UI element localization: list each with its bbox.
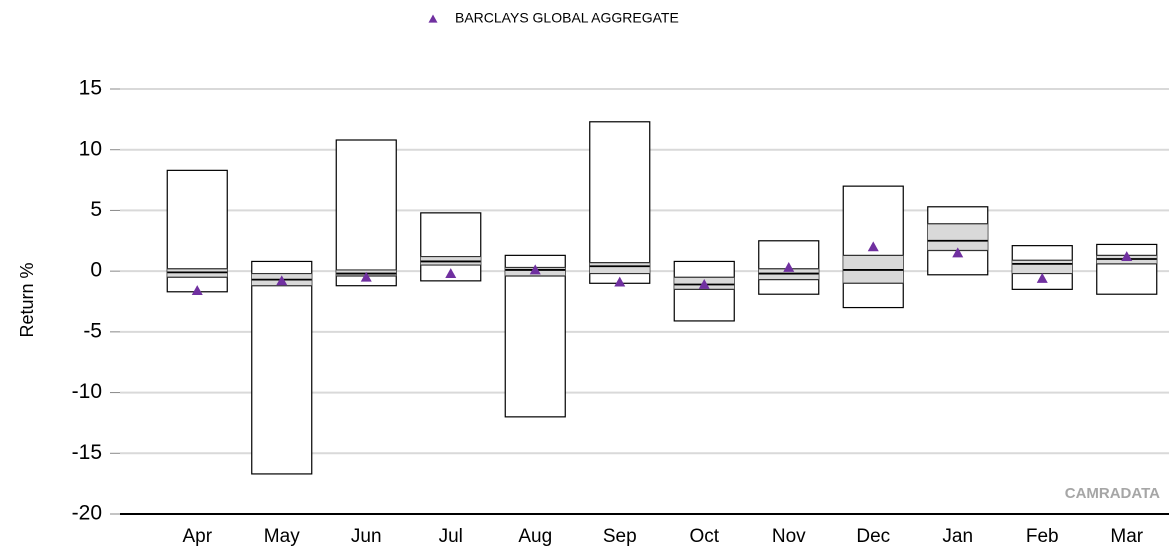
y-tick-label: -5: [83, 319, 102, 342]
box-iqr: [927, 223, 988, 251]
y-tick-label: 10: [79, 137, 102, 160]
benchmark-marker: [1036, 272, 1048, 283]
benchmark-marker: [698, 279, 710, 289]
x-tick-label: Feb: [1026, 526, 1059, 547]
x-tick-label: Dec: [856, 526, 890, 547]
y-tick-label: -10: [72, 380, 102, 403]
x-tick-label: Jul: [439, 526, 463, 547]
x-tick-label: Aug: [518, 526, 552, 547]
y-tick-label: 0: [90, 259, 102, 282]
benchmark-marker: [445, 268, 457, 278]
benchmark-marker: [783, 262, 795, 272]
benchmark-marker: [191, 285, 203, 295]
x-tick-label: May: [264, 526, 300, 547]
benchmark-marker: [529, 264, 541, 275]
x-tick-label: Jun: [351, 526, 382, 547]
y-axis-label: Return %: [17, 262, 37, 337]
benchmark-marker: [360, 271, 372, 282]
x-tick-label: Nov: [772, 526, 806, 547]
x-tick-label: Oct: [689, 526, 719, 547]
box-range: [504, 254, 566, 418]
box-range: [335, 139, 397, 287]
benchmark-marker: [276, 275, 288, 286]
box-iqr: [589, 262, 650, 274]
benchmark-marker: [952, 247, 964, 258]
y-tick-label: -20: [72, 502, 102, 525]
box-range: [589, 121, 651, 284]
legend-marker: [428, 14, 438, 23]
box-range: [673, 260, 735, 322]
benchmark-marker: [1121, 251, 1133, 261]
legend-label: BARCLAYS GLOBAL AGGREGATE: [455, 10, 679, 26]
y-tick-label: -15: [72, 441, 102, 464]
y-tick-label: 5: [90, 198, 102, 221]
y-tick-label: 15: [79, 77, 102, 100]
box-iqr: [1012, 260, 1073, 274]
box-range: [251, 260, 313, 475]
benchmark-marker: [867, 241, 879, 252]
x-tick-label: Sep: [603, 526, 637, 547]
x-tick-label: Mar: [1110, 526, 1143, 547]
watermark: CAMRADATA: [1065, 485, 1160, 502]
x-tick-label: Apr: [182, 526, 212, 547]
benchmark-marker: [614, 276, 626, 287]
x-tick-label: Jan: [942, 526, 973, 547]
